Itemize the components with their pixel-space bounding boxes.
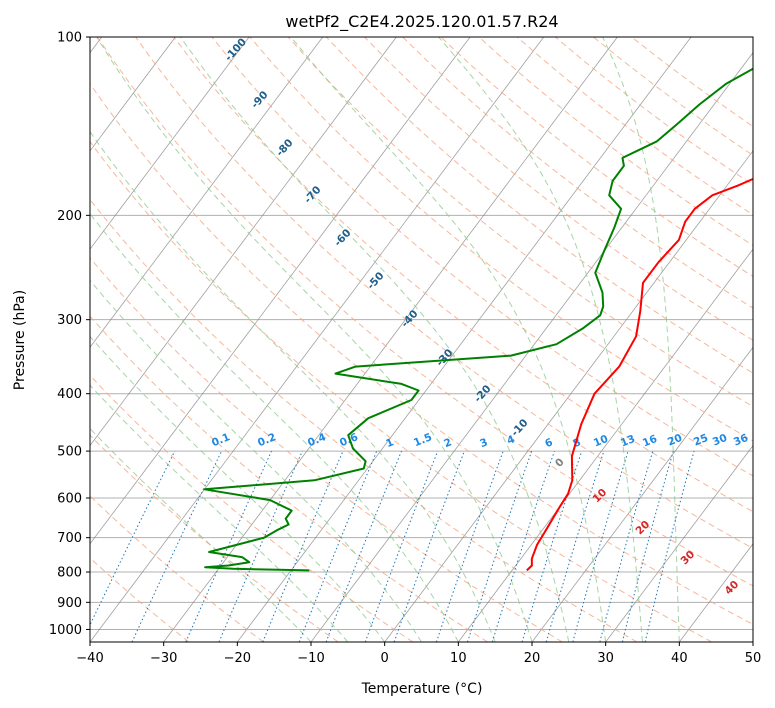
dry-adiabat-line xyxy=(90,198,638,642)
x-axis: −40 −30 −20 −10 0 10 20 30 40 50 xyxy=(76,642,761,666)
mixing-ratio-line xyxy=(599,450,654,642)
moist-adiabat-line xyxy=(290,37,607,642)
mixing-ratio-line xyxy=(572,450,629,642)
dewpoint-line xyxy=(203,67,753,572)
isoline-label: 3 xyxy=(478,436,489,450)
dry-adiabat-line xyxy=(364,37,753,341)
x-tick-label: −40 xyxy=(76,651,103,666)
isotherm-line xyxy=(310,51,753,642)
moist-adiabat-line xyxy=(90,384,349,642)
mixing-ratio-line xyxy=(90,450,176,626)
dry-adiabat-line xyxy=(90,257,563,642)
moist-adiabat-line xyxy=(96,37,533,642)
isoline-label: 10 xyxy=(592,433,610,450)
mixing-ratio-line xyxy=(393,450,465,642)
isotherm-line xyxy=(531,346,753,642)
isoline-label: 30 xyxy=(711,432,729,449)
y-tick-label: 600 xyxy=(57,492,82,507)
moist-adiabat-line xyxy=(90,130,496,642)
x-tick-label: 30 xyxy=(597,651,614,666)
y-tick-label: 300 xyxy=(57,313,82,328)
x-tick-label: 20 xyxy=(524,651,541,666)
mixing-ratio-line xyxy=(644,450,695,642)
x-tick-label: −10 xyxy=(297,651,324,666)
isotherm-line xyxy=(90,37,324,348)
isotherm-line xyxy=(90,37,397,447)
isoline-label: 16 xyxy=(641,433,659,450)
y-tick-label: 800 xyxy=(57,566,82,581)
background-lines xyxy=(90,37,753,642)
x-tick-label: 40 xyxy=(671,651,688,666)
y-tick-label: 1000 xyxy=(49,623,82,638)
mixing-ratio-line xyxy=(262,450,344,642)
data-lines xyxy=(203,67,753,572)
mixing-ratio-line xyxy=(298,450,378,642)
isotherm-line xyxy=(458,248,753,642)
mixing-ratio-line xyxy=(545,450,605,642)
dry-adiabat-line xyxy=(96,37,753,587)
isotherm-line xyxy=(90,37,176,152)
moist-adiabat-line xyxy=(179,37,570,642)
mixing-ratio-line xyxy=(621,450,674,642)
plot-frame xyxy=(89,36,754,643)
temperature-line xyxy=(526,177,753,572)
moist-adiabat-line xyxy=(438,37,643,642)
mixing-ratio-line xyxy=(435,450,504,642)
isoline-label: 36 xyxy=(732,432,750,449)
mixing-ratio-line xyxy=(491,450,555,642)
isoline-label: 8 xyxy=(571,436,582,450)
chart-title: wetPf2_C2E4.2025.120.01.57.R24 xyxy=(285,12,558,32)
mixing-ratio-line xyxy=(218,450,303,642)
isoline-label: 2 xyxy=(442,436,453,450)
mixing-ratio-line xyxy=(325,450,402,642)
isotherm-line xyxy=(605,444,753,642)
y-axis-label: Pressure (hPa) xyxy=(12,290,28,390)
moist-adiabat-line xyxy=(90,212,459,642)
dry-adiabat-line xyxy=(90,83,753,625)
isotherm-line xyxy=(90,37,471,545)
x-tick-label: 10 xyxy=(450,651,467,666)
isoline-label: 13 xyxy=(619,433,637,450)
y-tick-label: 100 xyxy=(57,31,82,46)
x-tick-label: 0 xyxy=(381,651,389,666)
dry-adiabat-line xyxy=(211,37,753,477)
y-tick-label: 400 xyxy=(57,387,82,402)
mixing-ratio-line xyxy=(364,450,439,642)
mixing-ratio-line xyxy=(185,450,272,642)
mixing-ratio-line xyxy=(521,450,583,642)
x-tick-label: −20 xyxy=(224,651,251,666)
isotherm-line xyxy=(384,150,753,642)
isoline-label: 1 xyxy=(384,436,395,450)
y-tick-label: 500 xyxy=(57,445,82,460)
dry-adiabat-line xyxy=(402,37,753,309)
isotherm-line xyxy=(90,37,250,250)
dry-adiabat-line xyxy=(135,37,753,550)
isoline-label: 6 xyxy=(543,436,554,450)
y-tick-label: 200 xyxy=(57,209,82,224)
dry-adiabat-line xyxy=(90,140,712,642)
isotherm-line xyxy=(237,37,692,642)
isotherm-line xyxy=(90,37,545,642)
isoline-label: 25 xyxy=(692,432,710,449)
moist-adiabat-line xyxy=(90,427,312,642)
x-tick-label: −30 xyxy=(150,651,177,666)
dry-adiabat-line xyxy=(249,37,753,442)
mixing-ratio-line xyxy=(467,450,533,642)
isoline-label: 20 xyxy=(666,432,684,449)
moist-adiabat-line xyxy=(90,279,422,642)
x-tick-label: 50 xyxy=(745,651,762,666)
dry-adiabat-line xyxy=(173,37,753,513)
isoline-label: 4 xyxy=(505,433,516,447)
x-axis-label: Temperature (°C) xyxy=(361,681,483,697)
y-tick-label: 700 xyxy=(57,531,82,546)
y-tick-label: 900 xyxy=(57,596,82,611)
moist-adiabat-line xyxy=(602,37,680,642)
y-axis: 100 200 300 400 500 600 700 800 900 1000 xyxy=(49,31,90,638)
isotherm-line xyxy=(163,37,618,642)
